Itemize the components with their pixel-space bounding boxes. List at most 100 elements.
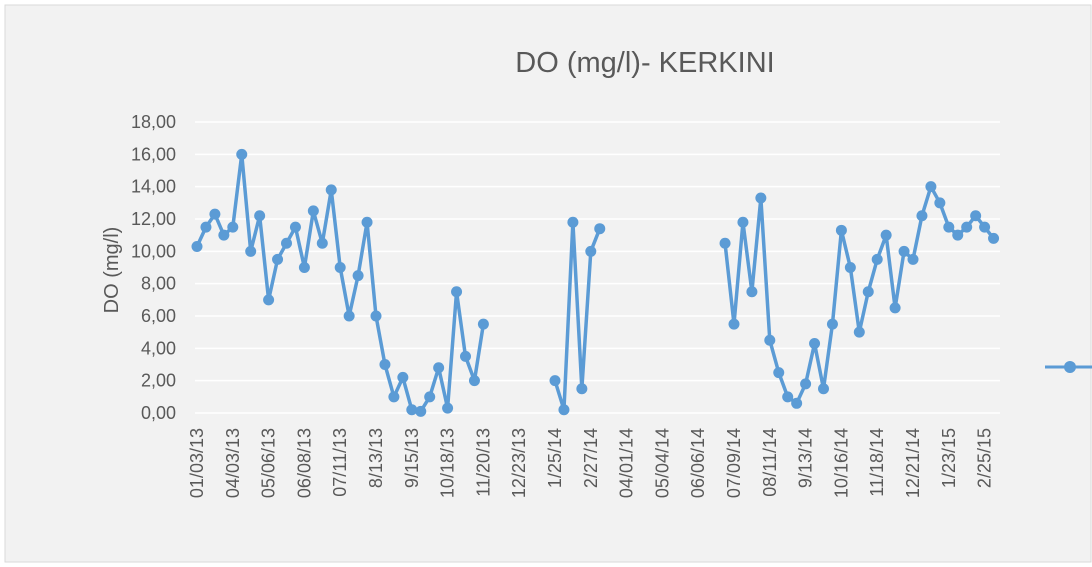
data-point (594, 223, 606, 235)
data-point (809, 337, 821, 349)
data-point (826, 318, 838, 330)
x-tick-label: 07/11/13 (330, 428, 350, 497)
data-point (737, 216, 749, 228)
x-tick-label: 06/08/13 (294, 428, 314, 498)
data-point (254, 210, 266, 222)
legend (1045, 361, 1092, 373)
data-point (460, 350, 471, 362)
data-point (943, 221, 955, 233)
x-tick-label: 2/27/14 (581, 428, 601, 488)
y-tick-label: 18,00 (131, 112, 176, 132)
x-tick-label: 11/20/13 (473, 428, 493, 497)
data-point (746, 286, 758, 298)
data-point (925, 181, 937, 193)
x-tick-label: 10/18/13 (438, 428, 458, 498)
data-point (934, 197, 946, 209)
x-tick-label: 12/21/14 (903, 428, 923, 498)
data-point (334, 262, 346, 273)
y-tick-label: 14,00 (131, 177, 176, 197)
x-tick-label: 08/11/14 (760, 428, 780, 497)
data-point (370, 310, 382, 322)
data-point (791, 397, 803, 409)
data-point (307, 205, 319, 217)
y-tick-label: 6,00 (141, 306, 176, 326)
data-point (281, 237, 292, 249)
data-point (576, 383, 588, 395)
data-point (433, 362, 445, 374)
data-point (549, 375, 561, 387)
data-point (970, 210, 982, 222)
y-tick-label: 2,00 (141, 371, 176, 391)
x-tick-label: 04/01/14 (617, 428, 637, 498)
data-point (209, 208, 221, 220)
data-point (916, 210, 928, 222)
x-tick-label: 01/03/13 (187, 428, 207, 498)
data-point (263, 294, 275, 306)
data-point (218, 229, 230, 241)
data-point (907, 253, 919, 265)
data-point (424, 391, 436, 403)
data-point (773, 367, 785, 379)
data-point (898, 245, 910, 257)
y-tick-label: 8,00 (141, 274, 176, 294)
data-point (728, 318, 740, 330)
data-point (988, 232, 1000, 244)
data-point (844, 262, 856, 273)
data-point (325, 184, 337, 196)
data-point (200, 221, 212, 233)
x-tick-label: 10/16/14 (831, 428, 851, 498)
x-tick-label: 2/25/15 (975, 428, 995, 488)
data-point (979, 221, 991, 233)
data-point (272, 253, 284, 265)
x-tick-label: 1/25/14 (545, 428, 565, 488)
data-point (388, 391, 400, 403)
y-tick-label: 4,00 (141, 338, 176, 358)
data-point (764, 334, 776, 346)
x-tick-label: 05/06/13 (259, 428, 279, 498)
y-tick-label: 0,00 (141, 403, 176, 423)
data-point (406, 404, 418, 416)
data-point (191, 240, 203, 252)
y-tick-label: 16,00 (131, 144, 176, 164)
data-point (818, 383, 829, 395)
data-point (245, 245, 257, 257)
x-tick-label: 9/13/14 (796, 428, 816, 488)
x-tick-label: 04/03/13 (223, 428, 243, 498)
data-point (782, 391, 794, 403)
x-tick-label: 05/04/14 (652, 428, 672, 498)
y-tick-label: 10,00 (131, 241, 176, 261)
x-tick-label: 9/15/13 (402, 428, 422, 488)
data-point (880, 229, 892, 241)
data-point (343, 310, 355, 322)
x-tick-label: 07/09/14 (724, 428, 744, 498)
chart-title: DO (mg/l)- KERKINI (515, 47, 774, 79)
data-point (397, 371, 409, 383)
data-point (961, 221, 973, 233)
data-point (316, 237, 328, 249)
data-point (719, 237, 731, 249)
data-point (361, 216, 373, 228)
x-tick-label: 8/13/13 (366, 428, 386, 488)
data-point (289, 221, 301, 233)
data-point (352, 270, 364, 282)
data-point (442, 402, 454, 414)
data-point (871, 253, 883, 265)
data-point (800, 378, 812, 390)
data-point (227, 221, 239, 233)
data-point (889, 302, 901, 314)
x-tick-label: 1/23/15 (939, 428, 959, 488)
x-tick-label: 11/18/14 (867, 428, 887, 497)
data-point (952, 229, 964, 241)
data-point (379, 359, 391, 370)
data-point (567, 216, 579, 228)
x-tick-label: 06/06/14 (688, 428, 708, 498)
data-point (853, 326, 865, 338)
data-point (835, 224, 847, 236)
data-point (415, 405, 427, 417)
x-tick-label: 12/23/13 (509, 428, 529, 498)
data-point (585, 245, 597, 257)
data-point (477, 318, 489, 330)
y-axis-label: DO (mg/l) (101, 227, 123, 314)
data-point (558, 404, 570, 416)
